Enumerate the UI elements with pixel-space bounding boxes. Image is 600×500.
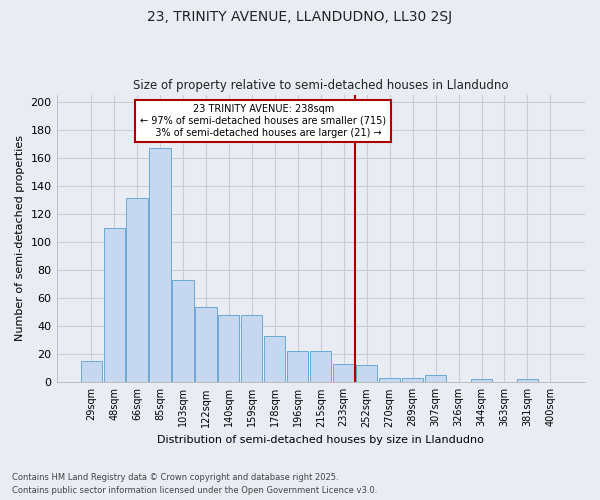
Y-axis label: Number of semi-detached properties: Number of semi-detached properties [15,136,25,342]
Text: 23, TRINITY AVENUE, LLANDUDNO, LL30 2SJ: 23, TRINITY AVENUE, LLANDUDNO, LL30 2SJ [148,10,452,24]
Bar [241,315,262,382]
Text: 23 TRINITY AVENUE: 238sqm
← 97% of semi-detached houses are smaller (715)
   3% : 23 TRINITY AVENUE: 238sqm ← 97% of semi-… [140,104,386,138]
Bar [218,315,239,382]
Bar [149,148,170,382]
Bar [264,336,286,382]
Bar [310,352,331,382]
Title: Size of property relative to semi-detached houses in Llandudno: Size of property relative to semi-detach… [133,79,509,92]
Bar [196,306,217,382]
Bar [104,228,125,382]
Bar [127,198,148,382]
Text: Contains HM Land Registry data © Crown copyright and database right 2025.
Contai: Contains HM Land Registry data © Crown c… [12,474,377,495]
Bar [379,378,400,382]
Bar [517,380,538,382]
Bar [356,366,377,382]
Bar [287,352,308,382]
X-axis label: Distribution of semi-detached houses by size in Llandudno: Distribution of semi-detached houses by … [157,435,484,445]
Bar [172,280,194,382]
Bar [471,380,492,382]
Bar [402,378,423,382]
Bar [333,364,354,382]
Bar [425,376,446,382]
Bar [80,362,101,382]
